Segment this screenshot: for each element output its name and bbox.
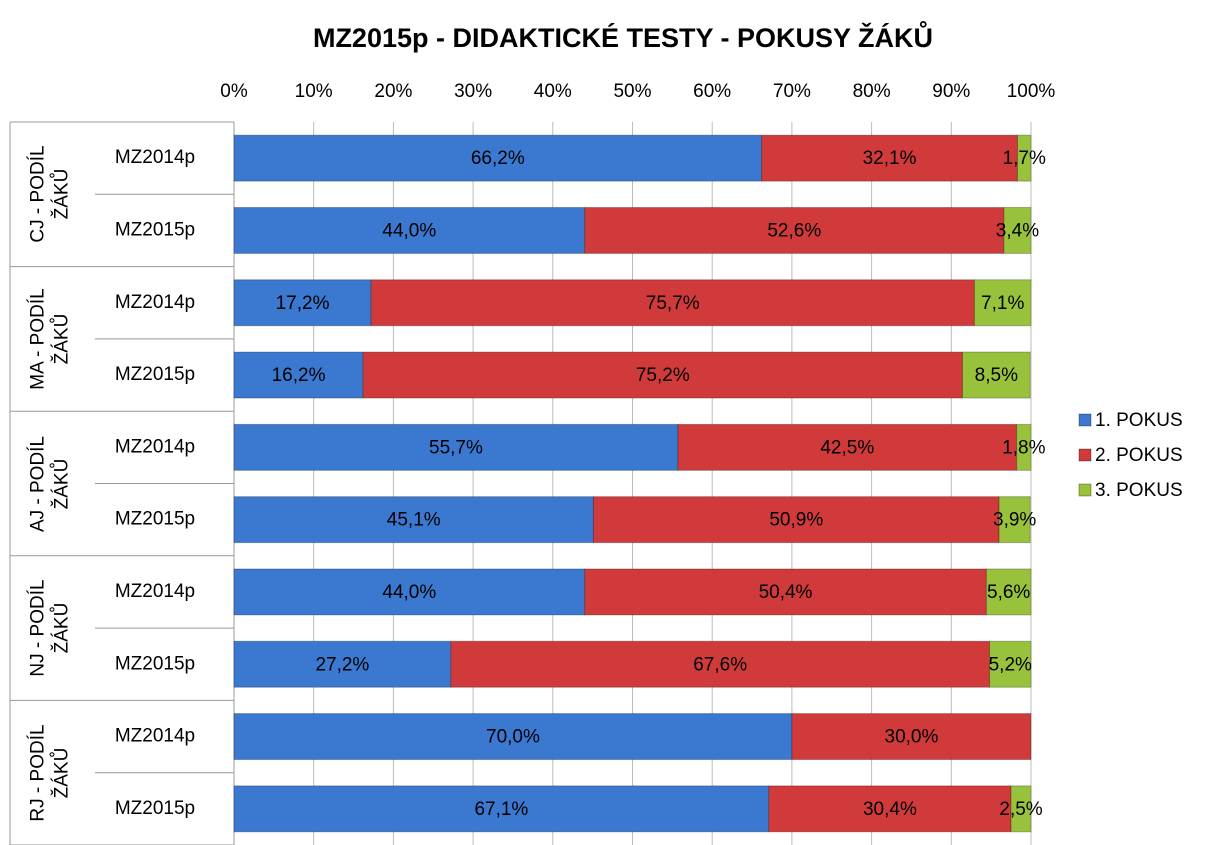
data-label: 42,5%: [820, 437, 874, 458]
data-label: 3,4%: [996, 220, 1039, 241]
data-label: 50,9%: [769, 510, 823, 531]
bar-segment: [584, 568, 987, 616]
x-tick-label: 80%: [853, 81, 891, 102]
data-label: 8,5%: [975, 365, 1018, 386]
bar-segment: [791, 713, 1032, 761]
data-label: 5,6%: [987, 582, 1030, 603]
bar-segment: [1003, 206, 1032, 254]
legend-swatch: [1078, 448, 1092, 462]
data-label: 17,2%: [276, 293, 330, 314]
bar-segment: [233, 568, 586, 616]
bar-segment: [233, 279, 372, 327]
bar-segment: [989, 640, 1032, 688]
data-label: 3,9%: [993, 510, 1036, 531]
group-label: CJ - PODÍL ŽÁKŮ: [27, 145, 72, 243]
y-tick-label: MZ2014p: [115, 292, 195, 313]
y-tick-label: MZ2015p: [115, 364, 195, 385]
legend-swatch: [1078, 483, 1092, 497]
bar-segment: [233, 785, 770, 833]
data-label: 7,1%: [981, 293, 1024, 314]
data-label: 75,7%: [646, 293, 700, 314]
x-tick-label: 60%: [693, 81, 731, 102]
y-tick-label: MZ2015p: [115, 798, 195, 819]
data-label: 30,4%: [863, 799, 917, 820]
group-label: RJ - PODÍL ŽÁKŮ: [27, 724, 72, 822]
x-tick-label: 70%: [773, 81, 811, 102]
bar-segment: [370, 279, 975, 327]
data-label: 44,0%: [382, 220, 436, 241]
x-tick-label: 50%: [613, 81, 651, 102]
bar-segment: [233, 640, 452, 688]
data-label: 45,1%: [387, 510, 441, 531]
data-label: 66,2%: [471, 148, 525, 169]
data-label: 50,4%: [759, 582, 813, 603]
bar-segment: [450, 640, 991, 688]
chart-title: MZ2015p - DIDAKTICKÉ TESTY - POKUSY ŽÁKŮ: [313, 20, 933, 53]
bar-segment: [761, 134, 1018, 182]
data-label: 1,7%: [1003, 148, 1046, 169]
bar-segment: [768, 785, 1012, 833]
data-label: 27,2%: [315, 654, 369, 675]
y-tick-label: MZ2015p: [115, 653, 195, 674]
y-tick-label: MZ2015p: [115, 219, 195, 240]
data-label: 32,1%: [863, 148, 917, 169]
data-label: 1,8%: [1002, 437, 1045, 458]
x-tick-label: 40%: [534, 81, 572, 102]
x-tick-label: 100%: [1007, 81, 1056, 102]
bar-segment: [592, 496, 1000, 544]
bar-segment: [584, 206, 1005, 254]
bar-segment: [233, 496, 594, 544]
bar-segment: [233, 206, 586, 254]
y-tick-label: MZ2014p: [115, 436, 195, 457]
data-label: 70,0%: [486, 727, 540, 748]
x-tick-label: 30%: [454, 81, 492, 102]
bar-segment: [233, 423, 679, 471]
y-tick-label: MZ2014p: [115, 581, 195, 602]
y-tick-label: MZ2015p: [115, 509, 195, 530]
bar-segment: [1016, 423, 1032, 471]
bar-segment: [1010, 785, 1032, 833]
data-label: 75,2%: [636, 365, 690, 386]
x-tick-label: 10%: [295, 81, 333, 102]
bar-segment: [1016, 134, 1032, 182]
bar-segment: [985, 568, 1032, 616]
group-label: MA - PODÍL ŽÁKŮ: [27, 288, 72, 390]
x-tick-label: 20%: [374, 81, 412, 102]
legend-swatch: [1078, 413, 1092, 427]
data-label: 67,6%: [693, 654, 747, 675]
legend-label: 3. POKUS: [1095, 480, 1183, 501]
data-label: 44,0%: [382, 582, 436, 603]
bar-segment: [233, 713, 793, 761]
y-tick-label: MZ2014p: [115, 726, 195, 747]
bar-segment: [998, 496, 1031, 544]
x-tick-label: 0%: [220, 81, 248, 102]
group-label: AJ - PODÍL ŽÁKŮ: [27, 435, 72, 532]
x-tick-label: 90%: [932, 81, 970, 102]
legend-label: 2. POKUS: [1095, 445, 1183, 466]
data-label: 67,1%: [474, 799, 528, 820]
data-label: 2,5%: [999, 799, 1042, 820]
data-label: 52,6%: [767, 220, 821, 241]
data-label: 55,7%: [429, 437, 483, 458]
bar-segment: [961, 351, 1031, 399]
bar-segment: [973, 279, 1032, 327]
bar-segment: [362, 351, 963, 399]
data-label: 30,0%: [885, 727, 939, 748]
legend-label: 1. POKUS: [1095, 410, 1183, 431]
bar-segment: [233, 134, 763, 182]
data-label: 5,2%: [989, 654, 1032, 675]
y-tick-label: MZ2014p: [115, 147, 195, 168]
bar-segment: [677, 423, 1018, 471]
data-label: 16,2%: [272, 365, 326, 386]
group-label: NJ - PODÍL ŽÁKŮ: [27, 579, 72, 677]
